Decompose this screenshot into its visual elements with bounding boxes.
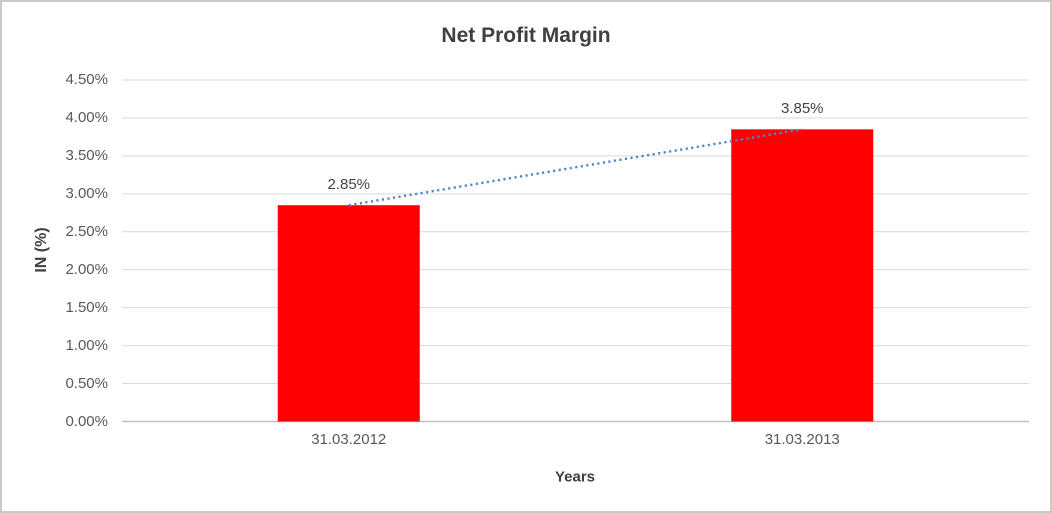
chart-title: Net Profit Margin	[441, 24, 611, 47]
y-tick-label: 0.00%	[65, 412, 108, 430]
bar-31.03.2013	[731, 129, 874, 422]
y-tick-label: 4.50%	[65, 71, 108, 88]
bar-31.03.2012	[277, 205, 420, 422]
x-category-label: 31.03.2013	[764, 430, 840, 448]
x-category-label: 31.03.2012	[311, 430, 387, 448]
y-tick-label: 1.50%	[65, 298, 108, 316]
y-tick-label: 1.00%	[65, 336, 108, 354]
trendline	[348, 128, 803, 207]
x-axis-title: Years	[554, 468, 596, 486]
bar-value-label: 2.85%	[327, 176, 371, 194]
bar-value-label: 3.85%	[780, 100, 824, 118]
y-tick-label: 2.00%	[65, 260, 108, 278]
y-tick-label: 3.00%	[65, 184, 108, 202]
y-tick-label: 0.50%	[65, 374, 108, 392]
y-tick-label: 3.50%	[65, 146, 108, 164]
y-tick-label: 2.50%	[65, 222, 108, 240]
y-tick-label: 4.00%	[65, 108, 108, 126]
